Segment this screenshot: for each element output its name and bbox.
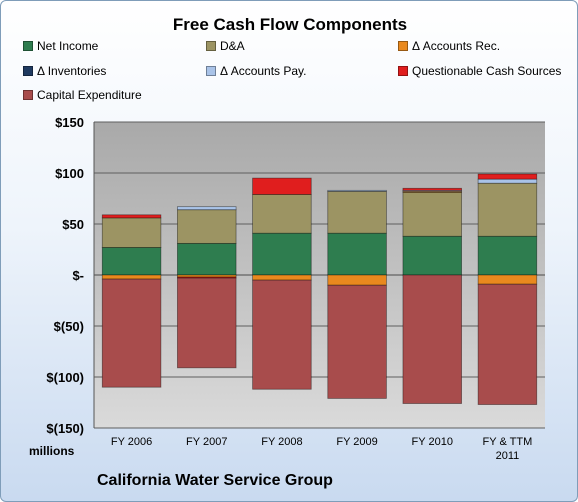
bar-segment: [477, 182, 538, 237]
bar-segment: [477, 274, 538, 285]
gridlines: [94, 121, 545, 429]
legend-swatch: [398, 41, 408, 51]
legend-label: D&A: [220, 39, 245, 53]
legend-label: Questionable Cash Sources: [412, 64, 562, 78]
legend-swatch: [206, 41, 216, 51]
bar-segment: [177, 242, 237, 276]
bar-segment: [327, 232, 387, 276]
bar-segment: [477, 178, 538, 184]
x-tick-label: 2011: [496, 450, 520, 462]
bar-segment: [252, 194, 312, 234]
legend-item: Δ Accounts Rec.: [398, 39, 500, 53]
x-tick-label: FY 2010: [412, 436, 453, 448]
bar-segment: [252, 232, 312, 276]
bar-segment: [101, 217, 162, 248]
axes: $150 $100 $50 $- $(50) $(100) $(150) FY 2006 FY …: [46, 115, 532, 462]
company-name: California Water Service Group: [97, 472, 333, 489]
bar-segment: [252, 177, 312, 195]
bar-segment: [477, 283, 538, 405]
bar-segment: [477, 173, 538, 180]
y-tick-label: $(150): [46, 421, 84, 436]
units-label: millions: [29, 444, 75, 458]
x-tick-label: FY 2007: [186, 436, 227, 448]
y-tick-label: $50: [62, 217, 84, 232]
bar-segment: [252, 279, 312, 390]
bar-segment: [402, 187, 462, 191]
x-tick-label: FY 2006: [111, 436, 152, 448]
bar-segment: [252, 274, 312, 281]
legend-item: Net Income: [23, 39, 98, 53]
x-tick-label: FY 2008: [261, 436, 302, 448]
bar-segment: [327, 284, 387, 399]
bar-segment: [101, 274, 162, 280]
bar-segment: [177, 277, 237, 369]
legend-swatch: [23, 41, 33, 51]
bar-segment: [101, 278, 162, 388]
y-tick-label: $150: [55, 115, 84, 130]
legend-item: Questionable Cash Sources: [398, 64, 561, 78]
bar-segment: [177, 206, 237, 211]
x-tick-label: FY & TTM: [483, 436, 533, 448]
y-tick-label: $(100): [46, 370, 84, 385]
legend-swatch: [23, 90, 33, 100]
x-tick-label: FY 2009: [336, 436, 377, 448]
legend-swatch: [206, 66, 216, 76]
legend-label: Δ Inventories: [37, 64, 107, 78]
bar-segment: [477, 235, 538, 276]
bar-segment: [177, 209, 237, 244]
legend-item: Δ Accounts Pay.: [206, 64, 307, 78]
legend-item: Capital Expenditure: [23, 88, 142, 102]
bar-segment: [327, 189, 387, 192]
y-tick-label: $100: [55, 166, 84, 181]
bars: [101, 173, 538, 405]
bar-segment: [101, 247, 162, 276]
bar-segment: [327, 274, 387, 286]
bar-segment: [101, 214, 162, 219]
chart-title: Free Cash Flow Components: [172, 15, 408, 34]
legend-swatch: [398, 66, 408, 76]
y-tick-label: $-: [72, 268, 84, 283]
legend-swatch: [23, 66, 33, 76]
bar-segment: [327, 190, 387, 234]
y-tick-label: $(50): [54, 319, 84, 334]
bar-segment: [402, 191, 462, 237]
legend-label: Δ Accounts Pay.: [220, 64, 307, 78]
legend-item: Δ Inventories: [23, 64, 106, 78]
bar-segment: [402, 235, 462, 276]
legend-label: Net Income: [37, 39, 99, 53]
legend-item: D&A: [206, 39, 245, 53]
legend-label: Capital Expenditure: [37, 88, 142, 102]
bar-segment: [402, 274, 462, 404]
legend-label: Δ Accounts Rec.: [412, 39, 501, 53]
